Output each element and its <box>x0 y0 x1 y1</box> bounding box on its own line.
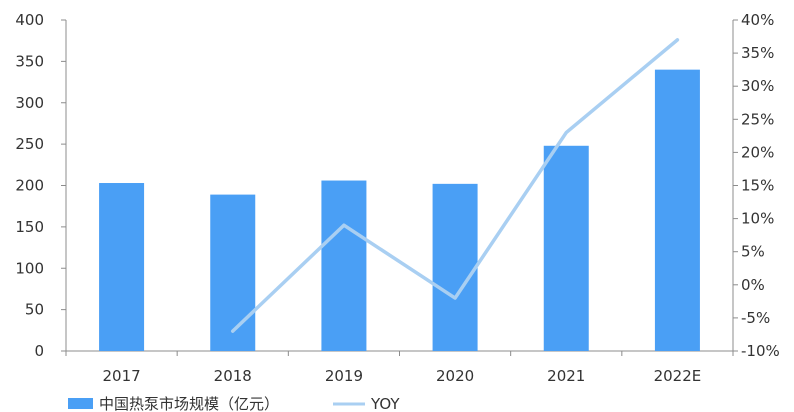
x-tick-label: 2019 <box>325 367 363 385</box>
left-tick-label: 250 <box>15 135 44 153</box>
right-tick-label: -10% <box>741 342 780 360</box>
legend: 中国热泵市场规模（亿元） YOY <box>68 395 400 412</box>
bar-2019 <box>321 181 366 351</box>
left-tick-label: 50 <box>25 301 44 319</box>
axes <box>61 20 738 356</box>
legend-line-label: YOY <box>370 395 400 412</box>
left-tick-label: 300 <box>15 94 44 112</box>
right-tick-label: 35% <box>741 44 774 62</box>
left-tick-label: 0 <box>34 342 44 360</box>
right-tick-labels: -10% -5% 0% 5% 10% 15% 20% 25% 30% 35% 40% <box>741 11 780 360</box>
right-tick-label: 20% <box>741 143 774 161</box>
bar-2020 <box>433 184 478 351</box>
x-tick-label: 2020 <box>436 367 474 385</box>
left-tick-label: 150 <box>15 218 44 236</box>
legend-bar-swatch <box>68 398 93 409</box>
bar-2021 <box>544 146 589 351</box>
right-tick-label: 40% <box>741 11 774 29</box>
x-tick-label: 2021 <box>547 367 585 385</box>
right-tick-label: 25% <box>741 110 774 128</box>
x-tick-label: 2022E <box>654 367 702 385</box>
bar-2018 <box>210 195 255 351</box>
x-tick-labels: 2017 2018 2019 2020 2021 2022E <box>102 367 701 385</box>
x-tick-label: 2018 <box>214 367 252 385</box>
right-tick-label: 0% <box>741 276 765 294</box>
right-tick-label: 30% <box>741 77 774 95</box>
left-tick-labels: 0 50 100 150 200 250 300 350 400 <box>15 11 44 360</box>
right-tick-label: 15% <box>741 177 774 195</box>
left-tick-label: 200 <box>15 177 44 195</box>
bars <box>99 70 700 351</box>
legend-bar-label: 中国热泵市场规模（亿元） <box>99 395 279 412</box>
bar-2017 <box>99 183 144 351</box>
right-tick-label: -5% <box>741 309 770 327</box>
bar-2022E <box>655 70 700 351</box>
left-tick-label: 400 <box>15 11 44 29</box>
left-tick-label: 350 <box>15 52 44 70</box>
right-tick-label: 5% <box>741 243 765 261</box>
right-tick-label: 10% <box>741 210 774 228</box>
left-tick-label: 100 <box>15 259 44 277</box>
x-tick-label: 2017 <box>102 367 140 385</box>
